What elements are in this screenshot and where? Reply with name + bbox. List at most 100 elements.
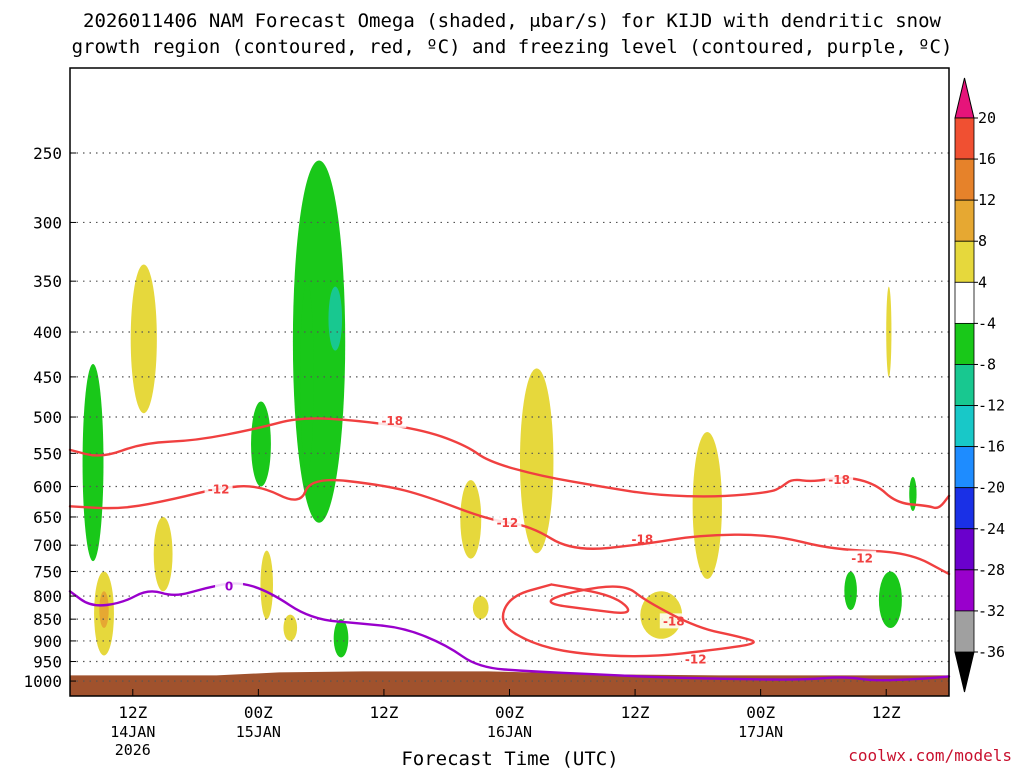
omega-region-ascent-4 bbox=[328, 286, 343, 351]
omega-region-ascent-5 bbox=[300, 281, 314, 474]
colorbar-band-4 bbox=[954, 240, 975, 283]
y-tick-label-950: 950 bbox=[33, 653, 62, 672]
colorbar-band-13 bbox=[954, 610, 975, 653]
x-tick-label-5: 12Z bbox=[621, 703, 650, 722]
colorbar-band-9 bbox=[954, 446, 975, 489]
colorbar-label-14: -36 bbox=[978, 643, 1005, 661]
colorbar-band-6 bbox=[954, 322, 975, 365]
x-tick-label-4: 00Z bbox=[495, 703, 524, 722]
contour-dgz-minus-12 bbox=[68, 478, 951, 576]
contour-freezing-level-0c bbox=[68, 582, 951, 682]
colorbar-label-13: -32 bbox=[978, 602, 1005, 620]
contour-label-bg-dgz-minus-18-4 bbox=[825, 472, 854, 488]
x-date-label-2: 15JAN bbox=[236, 723, 281, 741]
x-date-label-4: 16JAN bbox=[487, 723, 532, 741]
contour-label-bg-dgz-minus-12-3 bbox=[681, 651, 710, 667]
omega-region-ascent-1 bbox=[82, 363, 104, 562]
x-date-label-1: 14JAN bbox=[110, 723, 155, 741]
x-date-label-6: 17JAN bbox=[738, 723, 783, 741]
x-tick-label-3: 12Z bbox=[369, 703, 398, 722]
contour-label-bg-dgz-minus-18-3 bbox=[659, 613, 688, 629]
contour-label-bg-freezing-level-0c-1 bbox=[215, 578, 244, 594]
chart-title-line-1: 2026011406 NAM Forecast Omega (shaded, μ… bbox=[83, 10, 941, 32]
omega-region-ascent-8 bbox=[878, 571, 902, 629]
colorbar-band-8 bbox=[954, 405, 975, 448]
colorbar-label-11: -24 bbox=[978, 520, 1005, 538]
y-tick-label-700: 700 bbox=[33, 536, 62, 555]
y-tick-label-400: 400 bbox=[33, 323, 62, 342]
omega-region-descent-18 bbox=[519, 368, 554, 554]
colorbar-band-2 bbox=[954, 158, 975, 201]
y-axis: 250 300 350 400 450 500 550 600 650 700 750 800 850 9… bbox=[23, 144, 76, 691]
colorbar-label-6: -4 bbox=[978, 314, 996, 332]
y-tick-label-350: 350 bbox=[33, 272, 62, 291]
colorbar-band-11 bbox=[954, 528, 975, 571]
x-tick-label-6: 00Z bbox=[746, 703, 775, 722]
colorbar-label-4: 8 bbox=[978, 232, 987, 250]
x-year-label: 2026 bbox=[115, 741, 151, 759]
contour-dgz-minus-18 bbox=[68, 417, 951, 510]
y-tick-label-250: 250 bbox=[33, 144, 62, 163]
omega-region-ascent-7 bbox=[844, 571, 857, 611]
y-tick-label-600: 600 bbox=[33, 477, 62, 496]
colorbar-band-12 bbox=[954, 569, 975, 612]
contour-label-dgz-minus-18-1: -18 bbox=[381, 414, 403, 428]
colorbar-label-5: 4 bbox=[978, 273, 987, 291]
y-tick-label-1000: 1000 bbox=[23, 672, 62, 691]
colorbar-band-10 bbox=[954, 487, 975, 530]
contour-label-dgz-minus-12-1: -12 bbox=[208, 483, 230, 497]
omega-region-ascent-9 bbox=[909, 476, 917, 512]
colorbar-label-7: -8 bbox=[978, 355, 996, 373]
colorbar-band-1 bbox=[954, 117, 975, 160]
contour-label-bg-dgz-minus-18-1 bbox=[378, 412, 407, 428]
y-tick-label-750: 750 bbox=[33, 562, 62, 581]
omega-region-descent-16 bbox=[460, 480, 482, 559]
omega-region-ascent-2 bbox=[251, 401, 271, 487]
y-tick-label-650: 650 bbox=[33, 508, 62, 527]
colorbar-label-2: 16 bbox=[978, 150, 996, 168]
colorbar-band-3 bbox=[954, 199, 975, 242]
contour-label-dgz-minus-12-2: -12 bbox=[497, 516, 519, 530]
omega-region-descent-10 bbox=[130, 264, 157, 414]
colorbar: 20 16 12 8 4 -4 -8 -12 -16 -20 -24 -28 -32 -36 bbox=[954, 77, 1005, 693]
y-tick-label-550: 550 bbox=[33, 444, 62, 463]
contour-label-freezing-level-0c-1: 0 bbox=[225, 579, 233, 593]
y-tick-label-850: 850 bbox=[33, 610, 62, 629]
x-axis-title: Forecast Time (UTC) bbox=[401, 748, 618, 768]
x-tick-label-2: 00Z bbox=[244, 703, 273, 722]
colorbar-label-12: -28 bbox=[978, 561, 1005, 579]
y-tick-label-450: 450 bbox=[33, 368, 62, 387]
y-tick-label-800: 800 bbox=[33, 587, 62, 606]
omega-region-descent-17 bbox=[472, 596, 489, 620]
colorbar-label-8: -12 bbox=[978, 397, 1005, 415]
colorbar-band-5 bbox=[954, 281, 975, 324]
contour-label-bg-dgz-minus-12-2 bbox=[493, 514, 522, 530]
y-tick-label-900: 900 bbox=[33, 632, 62, 651]
contour-label-dgz-minus-12-4: -12 bbox=[851, 552, 873, 566]
colorbar-top-triangle bbox=[954, 77, 975, 119]
contour-label-dgz-minus-18-4: -18 bbox=[828, 473, 850, 487]
contour-label-dgz-minus-12-3: -12 bbox=[685, 653, 707, 667]
chart-title-line-2: growth region (contoured, red, ºC) and f… bbox=[72, 36, 953, 58]
x-tick-label-1: 12Z bbox=[118, 703, 147, 722]
colorbar-bottom-triangle bbox=[954, 651, 975, 693]
omega-region-descent-14 bbox=[260, 550, 274, 620]
contour-dgz-minus-18-lower bbox=[501, 583, 755, 658]
colorbar-band-7 bbox=[954, 364, 975, 406]
omega-region-descent-20 bbox=[692, 431, 722, 580]
colorbar-label-1: 20 bbox=[978, 109, 996, 127]
contour-label-bg-dgz-minus-12-1 bbox=[204, 481, 233, 497]
colorbar-label-9: -16 bbox=[978, 438, 1005, 456]
omega-shading-layer bbox=[82, 160, 917, 658]
contour-layer: -18-18-18-18-12-12-12-120 bbox=[68, 412, 951, 682]
omega-region-descent-15 bbox=[283, 614, 298, 641]
contour-label-bg-dgz-minus-12-4 bbox=[848, 550, 877, 566]
omega-region-descent-21 bbox=[886, 286, 892, 377]
terrain-layer bbox=[70, 671, 949, 696]
y-tick-label-300: 300 bbox=[33, 213, 62, 232]
omega-region-descent-13 bbox=[99, 591, 109, 629]
omega-region-descent-11 bbox=[153, 516, 173, 592]
colorbar-label-3: 12 bbox=[978, 191, 996, 209]
